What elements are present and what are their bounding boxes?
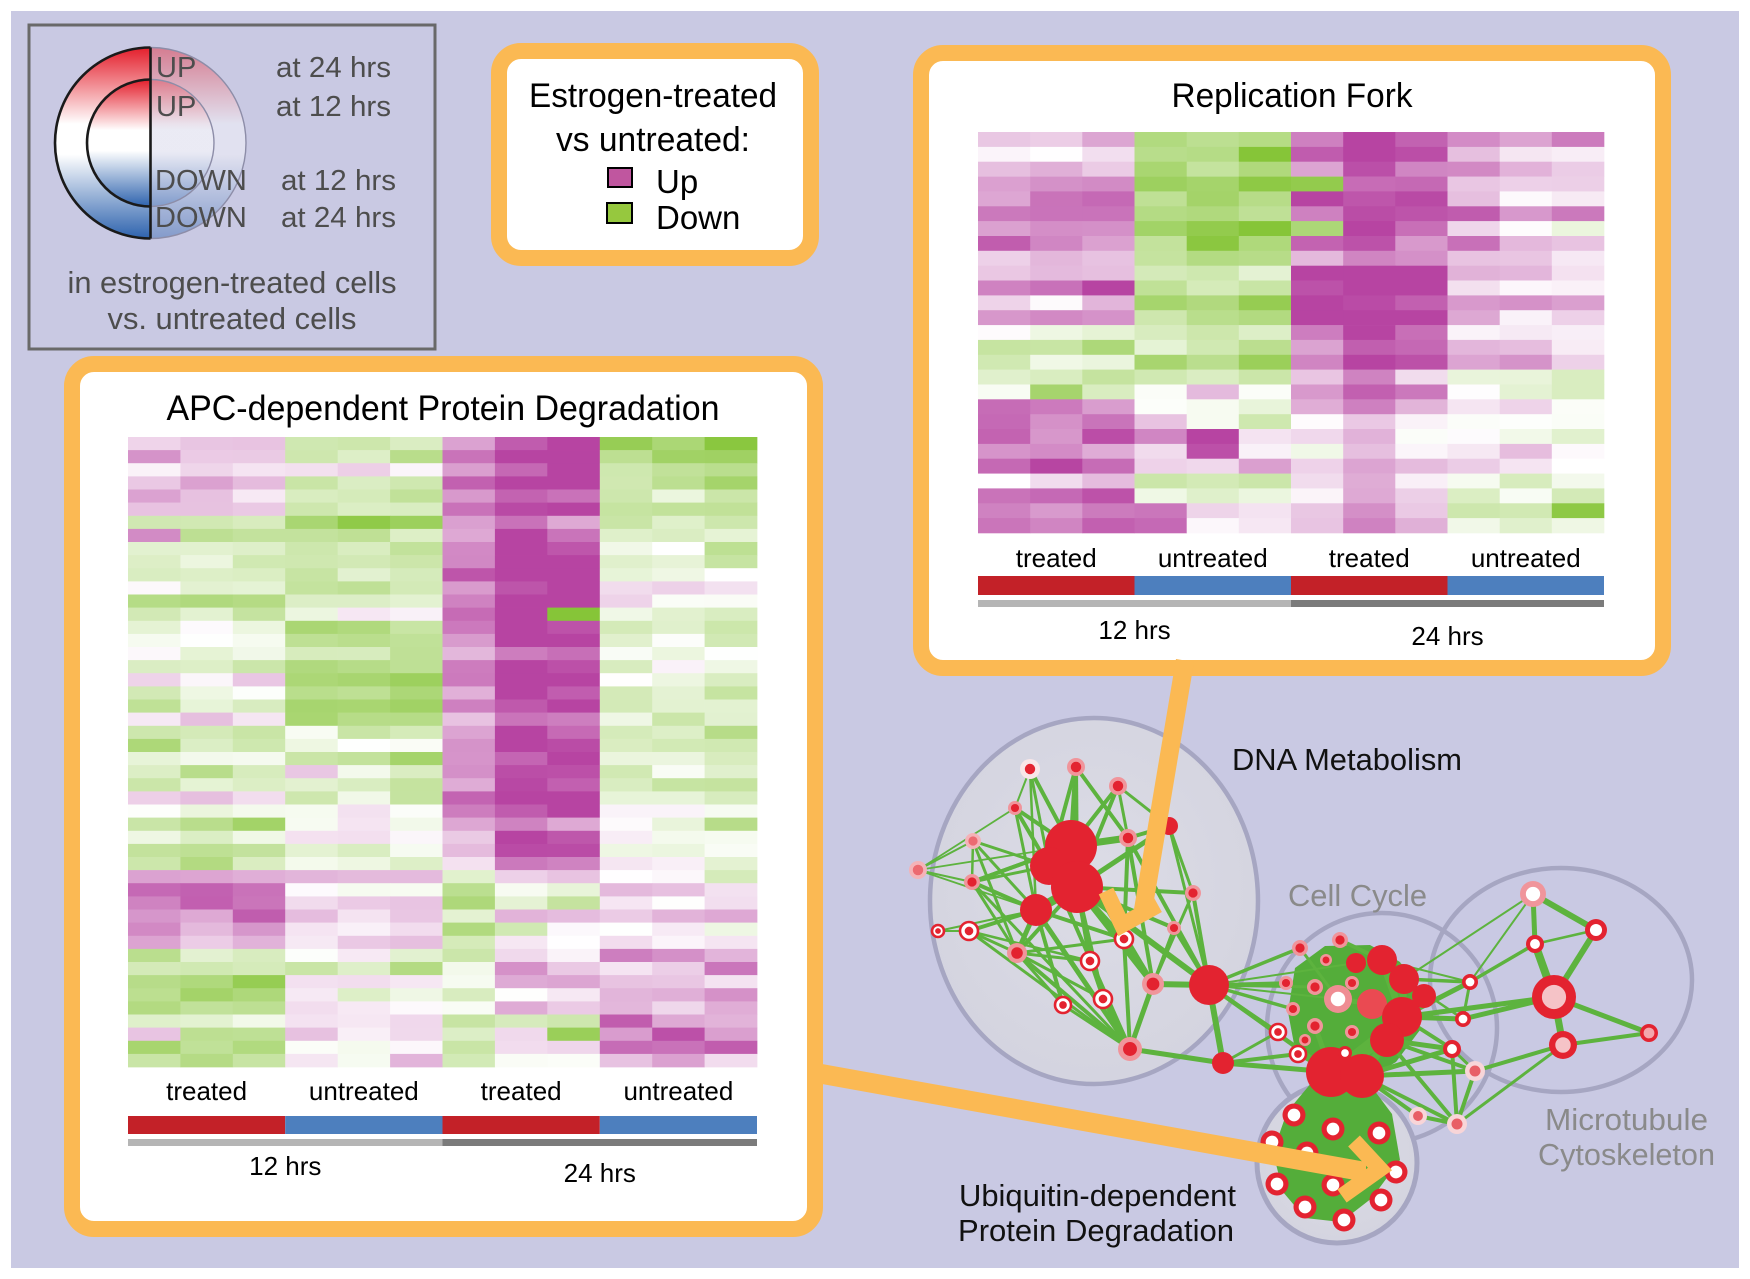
svg-text:at 12 hrs: at 12 hrs: [281, 165, 396, 197]
svg-text:UP: UP: [156, 52, 196, 84]
svg-text:Replication Fork: Replication Fork: [1172, 77, 1414, 115]
svg-text:12 hrs: 12 hrs: [1098, 615, 1170, 645]
svg-text:Ubiquitin-dependent: Ubiquitin-dependent: [959, 1178, 1236, 1213]
svg-text:Cell Cycle: Cell Cycle: [1288, 878, 1427, 913]
svg-text:Estrogen-treated: Estrogen-treated: [529, 77, 777, 115]
svg-text:untreated: untreated: [309, 1076, 419, 1106]
svg-text:in estrogen-treated cells: in estrogen-treated cells: [68, 265, 397, 300]
svg-text:APC-dependent Protein Degradat: APC-dependent Protein Degradation: [167, 389, 720, 428]
svg-text:at 24 hrs: at 24 hrs: [281, 202, 396, 234]
svg-text:24 hrs: 24 hrs: [564, 1158, 636, 1188]
svg-text:DOWN: DOWN: [155, 202, 247, 234]
svg-text:at 12 hrs: at 12 hrs: [276, 91, 391, 123]
svg-text:untreated: untreated: [1471, 543, 1581, 573]
svg-text:untreated: untreated: [1158, 543, 1268, 573]
svg-text:treated: treated: [481, 1076, 562, 1106]
svg-text:12 hrs: 12 hrs: [249, 1151, 321, 1181]
svg-text:treated: treated: [1329, 543, 1410, 573]
svg-text:treated: treated: [166, 1076, 247, 1106]
svg-text:treated: treated: [1016, 543, 1097, 573]
svg-text:Down: Down: [656, 199, 740, 236]
svg-text:at 24 hrs: at 24 hrs: [276, 52, 391, 84]
svg-text:DOWN: DOWN: [155, 165, 247, 197]
svg-text:vs untreated:: vs untreated:: [556, 121, 750, 159]
svg-text:vs. untreated cells: vs. untreated cells: [108, 301, 357, 336]
svg-text:Up: Up: [656, 163, 698, 200]
svg-text:untreated: untreated: [623, 1076, 733, 1106]
svg-text:24 hrs: 24 hrs: [1411, 621, 1483, 651]
svg-text:Protein Degradation: Protein Degradation: [958, 1213, 1234, 1248]
svg-text:UP: UP: [156, 91, 196, 123]
svg-text:DNA Metabolism: DNA Metabolism: [1232, 742, 1462, 777]
svg-text:Cytoskeleton: Cytoskeleton: [1538, 1137, 1715, 1172]
svg-text:Microtubule: Microtubule: [1545, 1102, 1708, 1137]
